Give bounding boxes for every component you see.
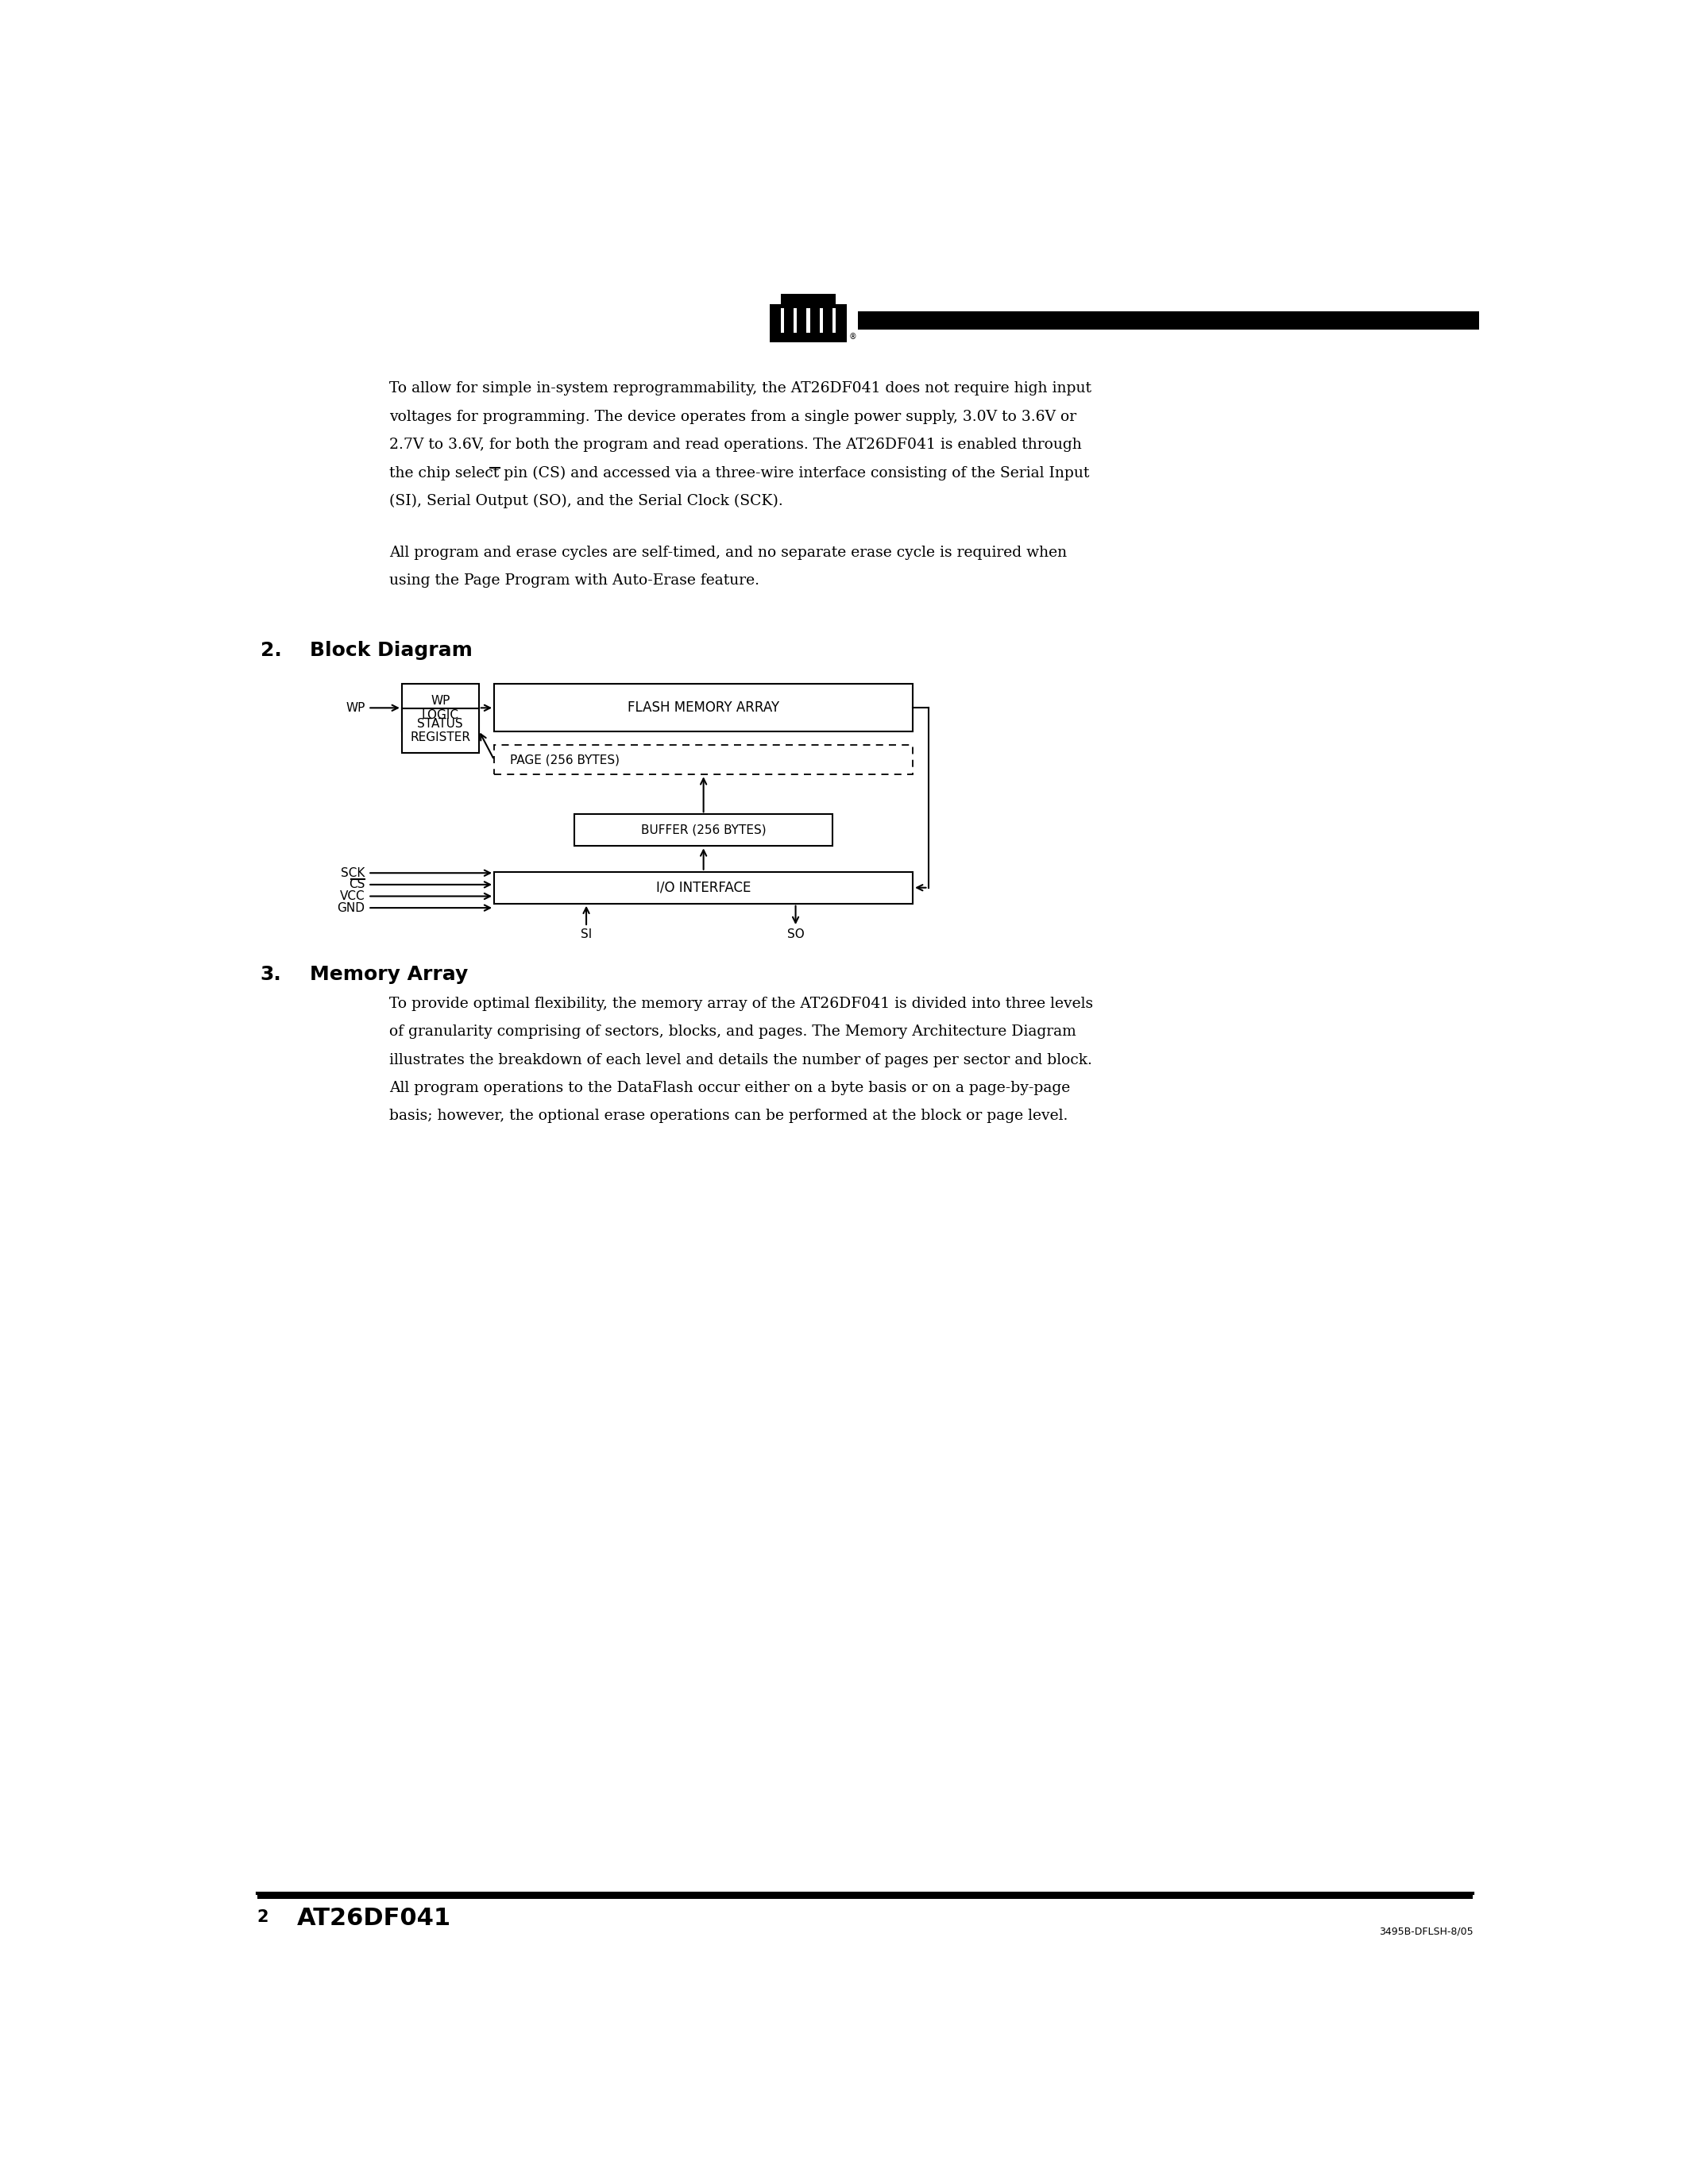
Text: 2.: 2. (260, 642, 282, 660)
Bar (793, 308, 797, 332)
Bar (770, 336, 847, 343)
Text: To provide optimal flexibility, the memory array of the AT26DF041 is divided int: To provide optimal flexibility, the memo… (390, 996, 1094, 1011)
Text: using the Page Program with Auto-Erase feature.: using the Page Program with Auto-Erase f… (390, 574, 760, 587)
Text: SO: SO (787, 928, 803, 939)
Text: 3495B-DFLSH-8/05: 3495B-DFLSH-8/05 (1379, 1926, 1474, 1937)
Text: GND: GND (338, 902, 365, 913)
Text: To allow for simple in-system reprogrammability, the AT26DF041 does not require : To allow for simple in-system reprogramm… (390, 382, 1092, 395)
Text: of granularity comprising of sectors, blocks, and pages. The Memory Architecture: of granularity comprising of sectors, bl… (390, 1024, 1077, 1040)
Bar (858, 310, 1479, 330)
Text: 2: 2 (257, 1909, 268, 1926)
Text: WP
LOGIC: WP LOGIC (422, 695, 459, 721)
Bar (832, 308, 836, 332)
Text: All program operations to the DataFlash occur either on a byte basis or on a pag: All program operations to the DataFlash … (390, 1081, 1070, 1094)
Text: BUFFER (256 BYTES): BUFFER (256 BYTES) (641, 823, 766, 836)
Text: (SI), Serial Output (SO), and the Serial Clock (SCK).: (SI), Serial Output (SO), and the Serial… (390, 494, 783, 509)
Text: All program and erase cycles are self-timed, and no separate erase cycle is requ: All program and erase cycles are self-ti… (390, 546, 1067, 559)
Bar (257, 1894, 1474, 1898)
Text: SI: SI (581, 928, 592, 939)
Bar (807, 308, 810, 332)
Bar (402, 684, 479, 732)
Bar (495, 871, 913, 904)
Text: basis; however, the optional erase operations can be performed at the block or p: basis; however, the optional erase opera… (390, 1109, 1069, 1123)
Bar (780, 295, 836, 304)
Text: SCK: SCK (341, 867, 365, 878)
Text: ®: ® (849, 332, 858, 341)
Bar (770, 304, 847, 336)
Text: VCC: VCC (339, 891, 365, 902)
Bar (574, 815, 832, 845)
Text: STATUS
REGISTER: STATUS REGISTER (410, 719, 471, 743)
Text: CS: CS (349, 878, 365, 891)
Text: Block Diagram: Block Diagram (309, 642, 473, 660)
Text: 3.: 3. (260, 965, 282, 983)
Bar (495, 684, 913, 732)
Bar (819, 308, 822, 332)
Bar (495, 745, 913, 775)
Text: I/O INTERFACE: I/O INTERFACE (657, 880, 751, 895)
Bar (402, 708, 479, 753)
Text: WP: WP (346, 701, 365, 714)
Text: illustrates the breakdown of each level and details the number of pages per sect: illustrates the breakdown of each level … (390, 1053, 1092, 1068)
Text: voltages for programming. The device operates from a single power supply, 3.0V t: voltages for programming. The device ope… (390, 408, 1077, 424)
Text: AT26DF041: AT26DF041 (297, 1907, 451, 1931)
Text: the chip select pin (CS) and accessed via a three-wire interface consisting of t: the chip select pin (CS) and accessed vi… (390, 465, 1090, 480)
Bar (780, 308, 783, 332)
Text: PAGE (256 BYTES): PAGE (256 BYTES) (510, 753, 619, 767)
Text: 2.7V to 3.6V, for both the program and read operations. The AT26DF041 is enabled: 2.7V to 3.6V, for both the program and r… (390, 437, 1082, 452)
Text: FLASH MEMORY ARRAY: FLASH MEMORY ARRAY (628, 701, 780, 714)
Text: Memory Array: Memory Array (309, 965, 468, 983)
